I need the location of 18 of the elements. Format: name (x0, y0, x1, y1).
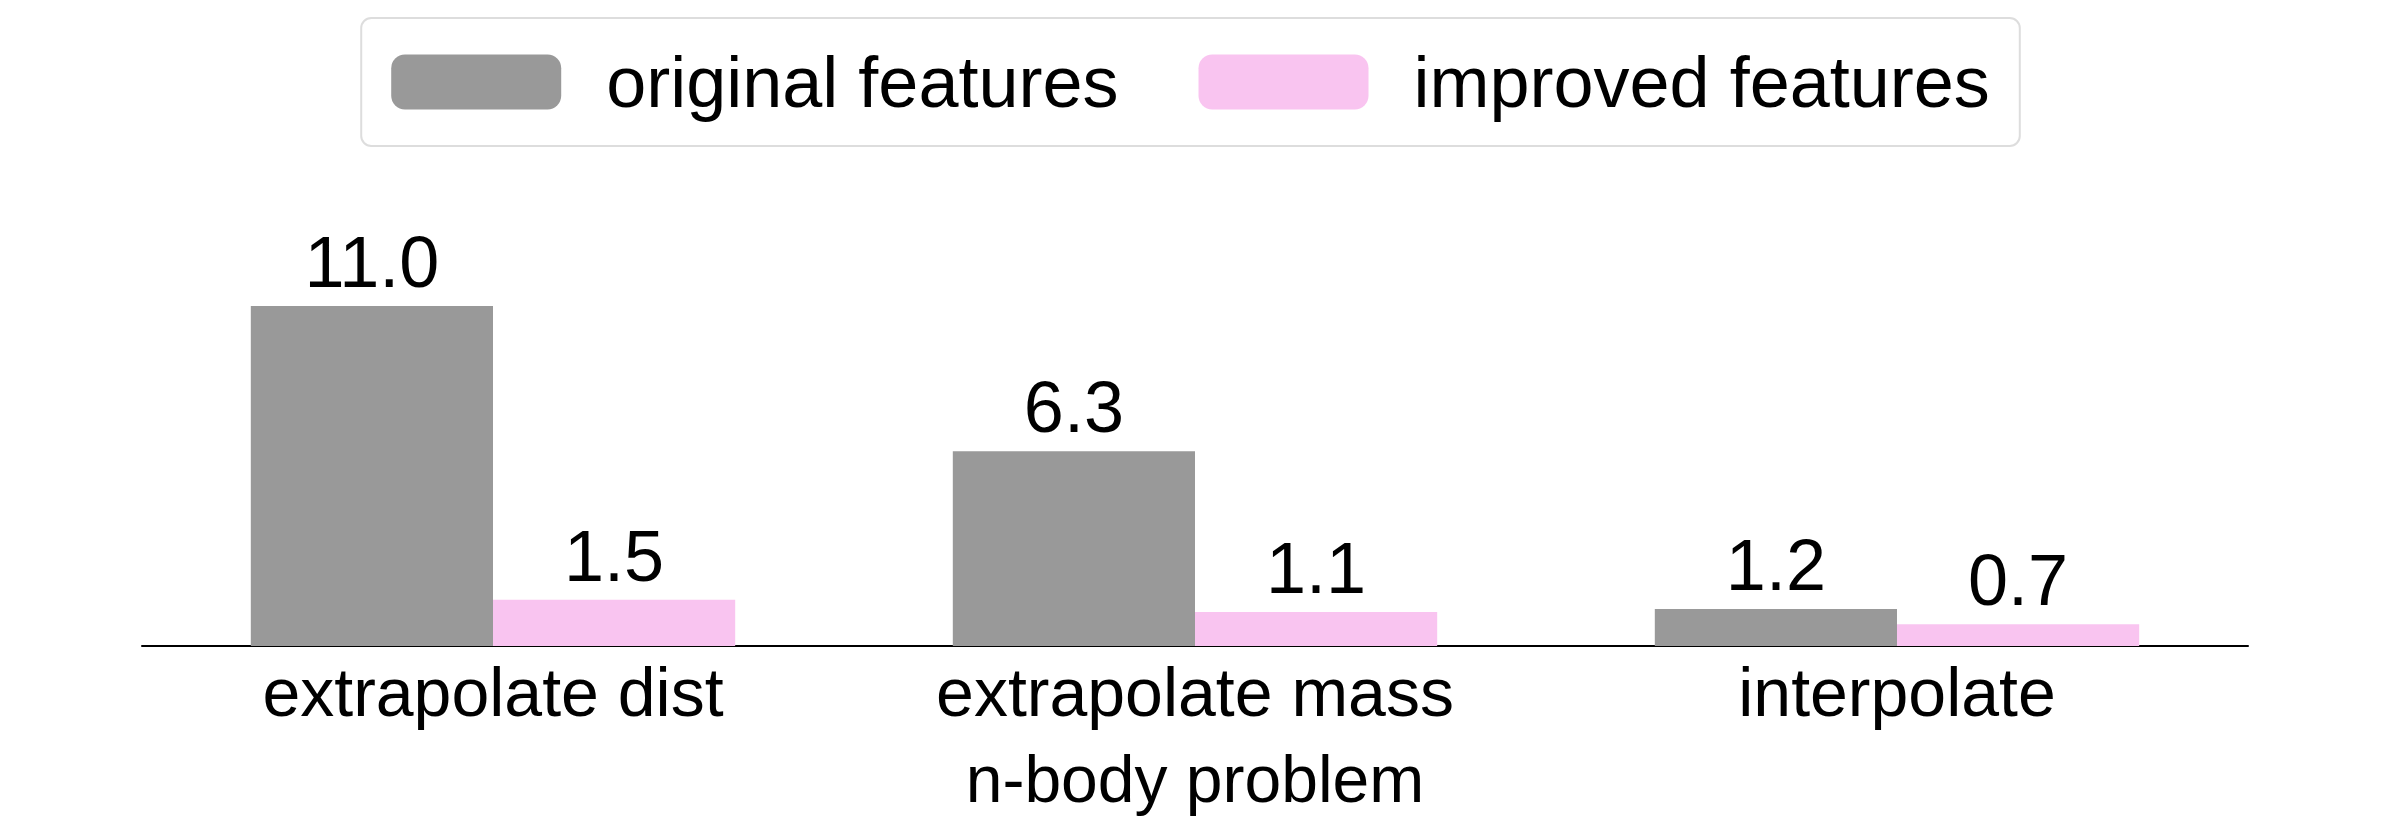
data-label: 1.2 (1725, 524, 1826, 605)
legend-label: original features (606, 42, 1119, 122)
bar (493, 599, 736, 646)
legend-label: improved features (1413, 42, 1990, 122)
bar (250, 306, 493, 646)
bar (1654, 608, 1897, 646)
bar (1897, 624, 2140, 646)
data-label: 1.5 (564, 515, 665, 596)
data-label: 1.1 (1266, 528, 1367, 609)
bar (952, 451, 1195, 646)
data-label: 0.7 (1968, 540, 2069, 621)
x-tick-label: extrapolate mass (936, 654, 1454, 730)
x-axis-title: n-body problem (965, 742, 1425, 816)
data-label: 6.3 (1023, 367, 1124, 448)
data-label: 11.0 (304, 222, 440, 303)
bar (1195, 612, 1438, 646)
x-tick-label: extrapolate dist (262, 654, 724, 730)
x-tick-label: interpolate (1738, 654, 2056, 730)
